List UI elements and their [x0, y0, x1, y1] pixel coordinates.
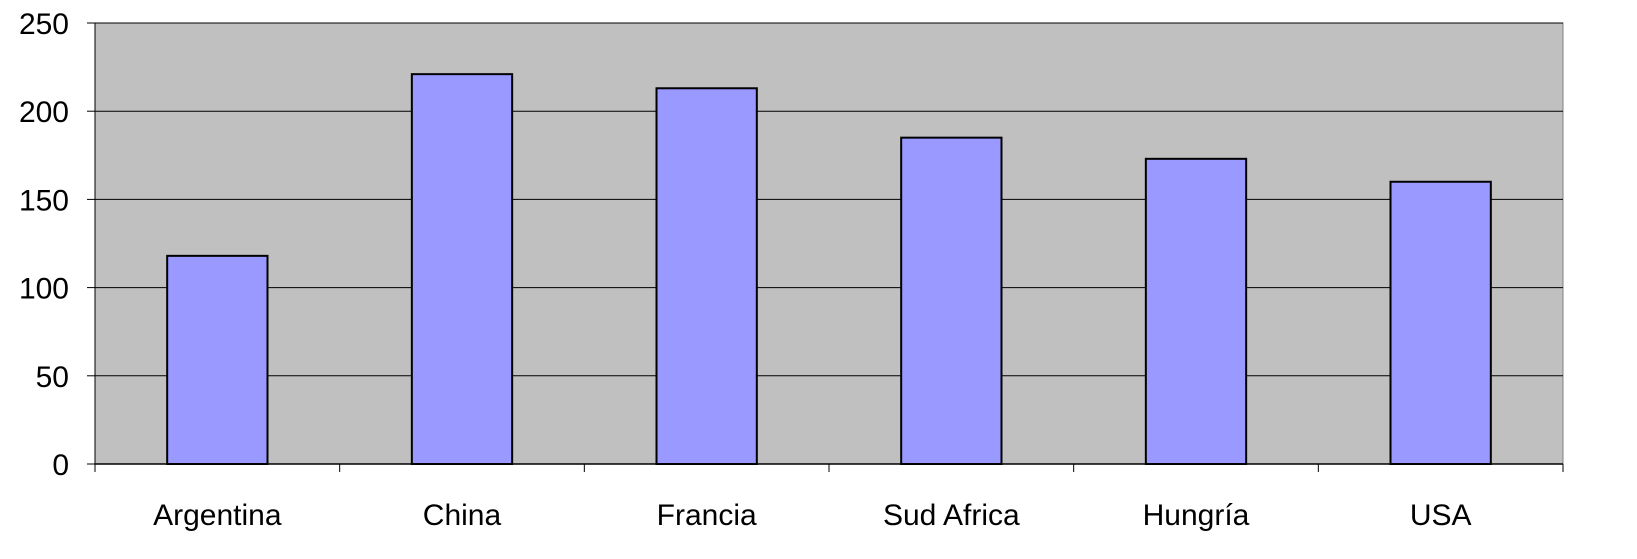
- y-tick-label: 100: [19, 273, 69, 306]
- y-tick-label: 50: [36, 361, 69, 394]
- bar-hungría: [1144, 157, 1248, 465]
- bars: [166, 73, 1492, 465]
- bar-argentina: [166, 254, 269, 465]
- bar-francia: [655, 87, 758, 465]
- bar-sud-africa: [900, 136, 1003, 465]
- y-tick-label: 250: [19, 8, 69, 41]
- x-category-label: Francia: [657, 499, 757, 532]
- y-tick-label: 200: [19, 96, 69, 129]
- bar-china: [410, 73, 514, 465]
- y-axis: 0 50 100 150 200 250: [19, 8, 96, 482]
- x-category-label: Hungría: [1143, 499, 1250, 532]
- x-axis: Argentina China Francia Sud Africa Hungría US…: [94, 463, 1564, 532]
- y-tick-label: 0: [52, 449, 69, 482]
- x-category-label: Argentina: [153, 499, 282, 532]
- bar-usa: [1389, 180, 1492, 465]
- y-tick-label: 150: [19, 184, 69, 217]
- x-category-label: Sud Africa: [883, 499, 1020, 532]
- x-category-label: USA: [1410, 499, 1472, 532]
- plot-area: [94, 22, 1564, 465]
- x-category-label: China: [423, 499, 502, 532]
- grid-lines: [95, 22, 1563, 377]
